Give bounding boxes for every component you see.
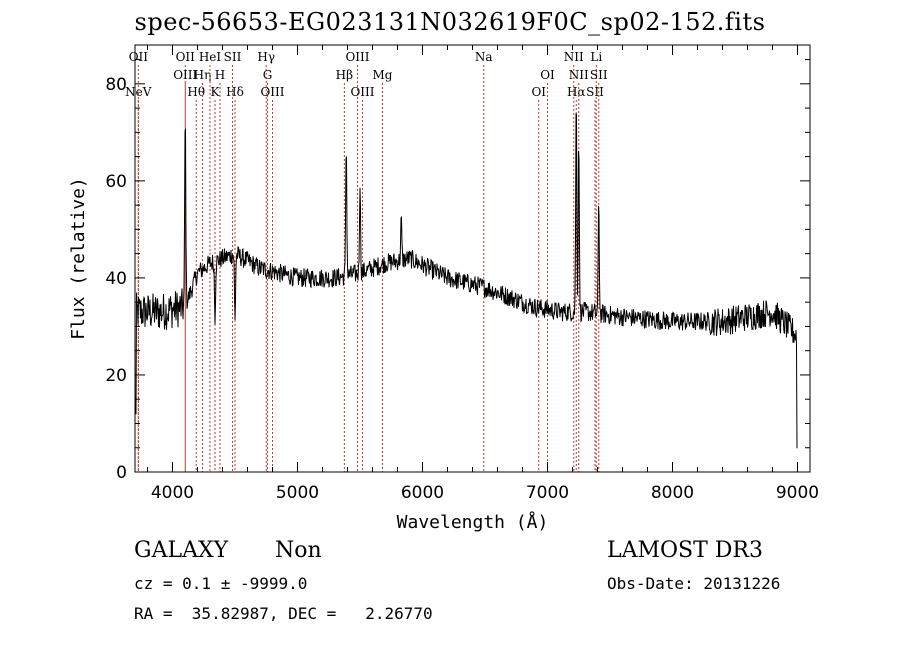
line-marker-label: Hα [567, 85, 586, 99]
y-tick-label: 0 [116, 463, 127, 483]
line-marker-label: SII [590, 68, 608, 82]
y-tick-label: 20 [105, 366, 127, 386]
line-marker-label: OIII [350, 85, 374, 99]
line-marker-label: Na [475, 50, 493, 64]
line-marker-label: OI [531, 85, 546, 99]
line-marker-label: OI [540, 68, 555, 82]
line-marker-label: G [263, 68, 273, 82]
x-tick-label: 6000 [401, 483, 444, 503]
line-marker-label: K [211, 85, 221, 99]
y-tick-label: 80 [105, 75, 127, 95]
object-subclass: Non [275, 538, 322, 563]
line-marker-label: SII [586, 85, 604, 99]
line-marker-label: Mg [373, 68, 393, 82]
y-tick-label: 40 [105, 269, 127, 289]
line-marker-label: NII [569, 68, 589, 82]
line-marker-group: NeV OII OII OIII Hθ Hη HeI KH SII Hδ Hγ G OIII Hβ OIII… [125, 50, 608, 472]
y-tick-label: 60 [105, 172, 127, 192]
line-marker-label: NeV [125, 85, 152, 99]
chart-title: spec-56653-EG023131N032619F0C_sp02-152.f… [134, 8, 766, 36]
redshift-text: cz = 0.1 ± -9999.0 [134, 574, 308, 593]
line-marker-label: Li [590, 50, 602, 64]
y-axis-label: Flux (relative) [68, 177, 89, 340]
line-marker-label: NII [564, 50, 584, 64]
line-marker-label: H [215, 68, 225, 82]
line-marker-label: Hγ [257, 50, 275, 64]
line-marker-label: OIII [173, 68, 197, 82]
line-marker-label: OII [176, 50, 196, 64]
line-marker-label: OII [129, 50, 149, 64]
x-tick-label: 8000 [651, 483, 694, 503]
axis-tick-group: 4000 5000 6000 7000 8000 9000 0 20 40 60 80 [105, 45, 819, 503]
obs-date: Obs-Date: 20131226 [607, 574, 781, 593]
line-marker-label: Hη [194, 68, 212, 82]
line-marker-label: Hθ [187, 85, 205, 99]
line-marker-label: SII [224, 50, 242, 64]
line-marker-label: HeI [199, 50, 222, 64]
radec-text: RA = 35.82987, DEC = 2.26770 [134, 604, 433, 623]
line-marker-label: Hδ [226, 85, 244, 99]
x-tick-label: 5000 [276, 483, 319, 503]
line-marker-label: OIII [260, 85, 284, 99]
spectrum-series [135, 113, 798, 449]
object-class: GALAXY [134, 538, 229, 563]
x-tick-label: 7000 [526, 483, 569, 503]
survey-name: LAMOST DR3 [607, 538, 763, 563]
x-tick-label: 9000 [776, 483, 819, 503]
x-axis-label: Wavelength (Å) [397, 511, 549, 533]
line-marker-label: OIII [345, 50, 369, 64]
line-marker-label: Hβ [336, 68, 353, 82]
x-tick-label: 4000 [151, 483, 194, 503]
